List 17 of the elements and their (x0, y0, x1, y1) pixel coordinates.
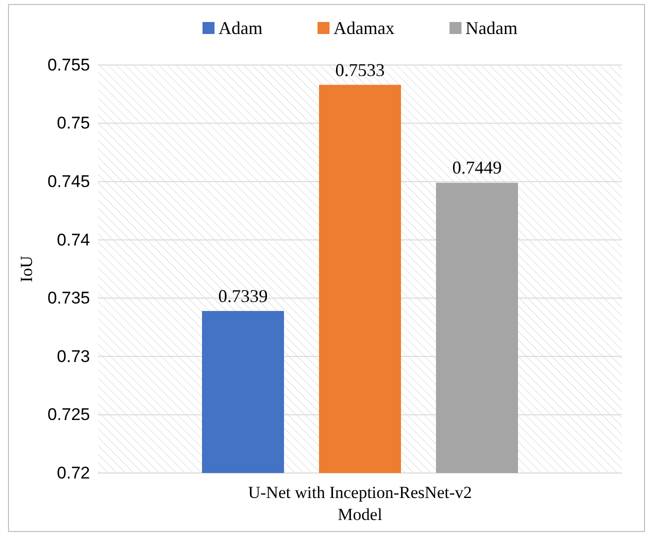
y-tick-label: 0.745 (47, 172, 90, 192)
data-label: 0.7449 (452, 158, 502, 178)
legend-label: Nadam (466, 18, 518, 38)
y-axis-title: IoU (17, 256, 36, 282)
y-tick-label: 0.75 (56, 114, 90, 133)
y-tick-label: 0.735 (47, 288, 90, 308)
data-label: 0.7339 (218, 286, 268, 306)
legend-label: Adam (218, 18, 263, 38)
x-tick-label: U-Net with Inception-ResNet-v2 (248, 483, 472, 502)
y-tick-label: 0.74 (56, 230, 90, 250)
y-tick-label: 0.755 (47, 55, 90, 74)
legend-label: Adamax (334, 18, 394, 38)
y-tick-label: 0.73 (56, 346, 90, 366)
x-axis-title: Model (338, 505, 382, 524)
data-label: 0.7533 (335, 60, 385, 80)
y-tick-label: 0.72 (56, 463, 90, 482)
y-tick-label: 0.725 (47, 405, 90, 424)
